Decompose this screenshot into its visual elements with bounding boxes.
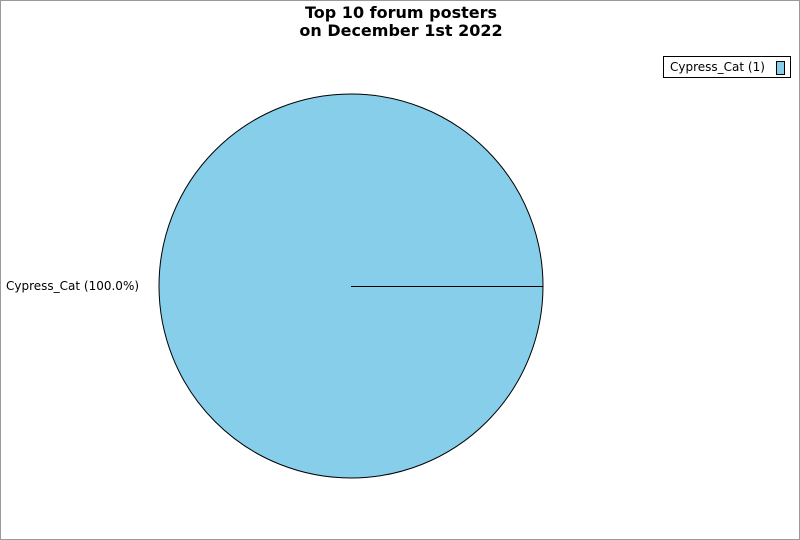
title-line-1: Top 10 forum posters (305, 3, 497, 22)
legend-swatch (776, 61, 785, 75)
chart-title: Top 10 forum posters on December 1st 202… (1, 3, 799, 40)
slice-label: Cypress_Cat (100.0%) (6, 279, 139, 293)
legend-label: Cypress_Cat (1) (670, 60, 765, 74)
legend: Cypress_Cat (1) (663, 56, 791, 78)
title-line-2: on December 1st 2022 (299, 21, 503, 40)
